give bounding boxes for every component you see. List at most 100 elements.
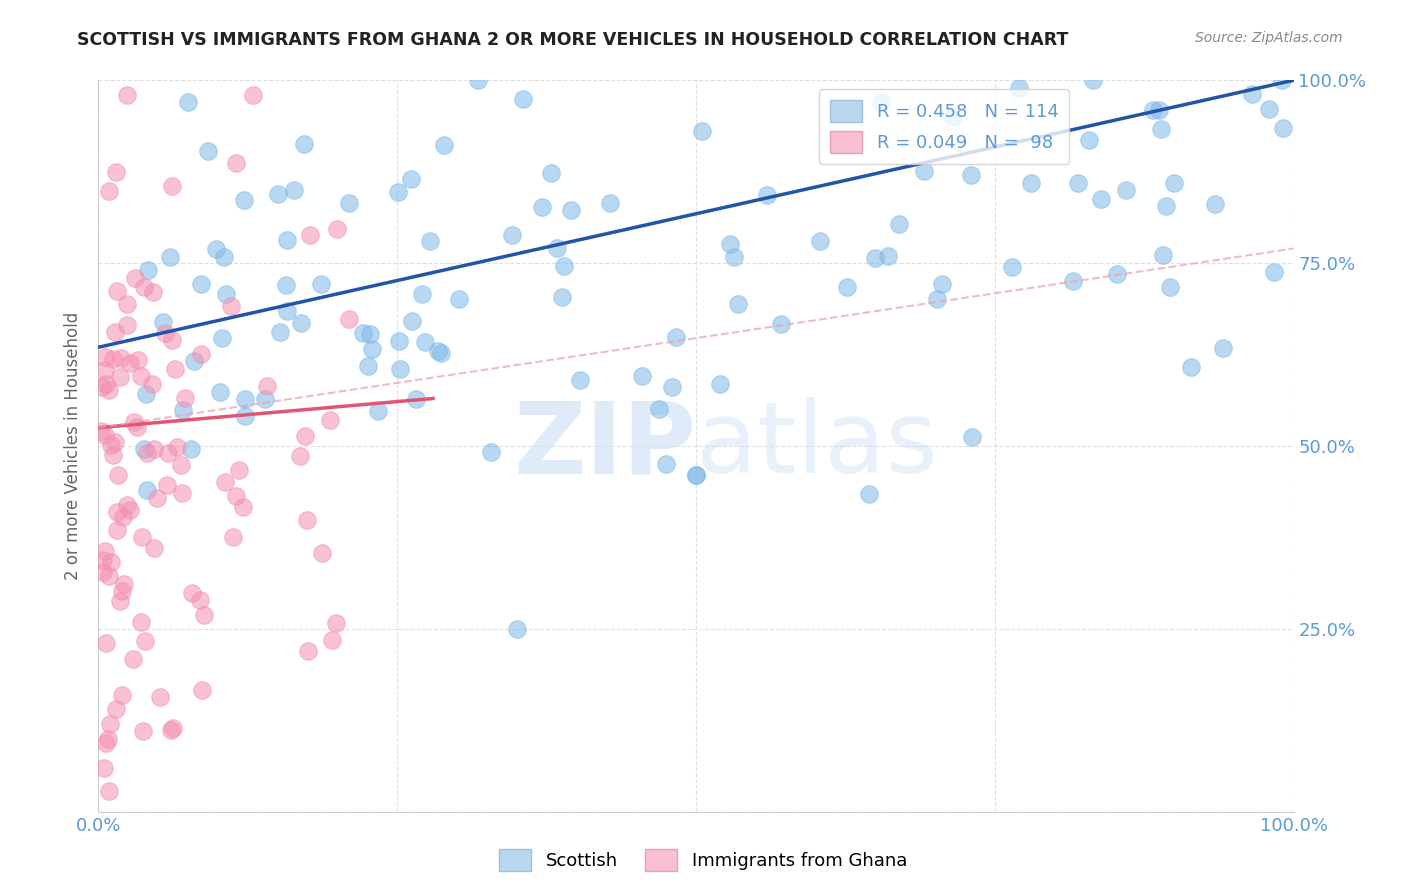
Point xyxy=(190,347,212,361)
Point xyxy=(430,346,453,360)
Point xyxy=(127,420,149,434)
Point xyxy=(129,369,152,384)
Point xyxy=(94,362,117,376)
Point xyxy=(152,315,174,329)
Point xyxy=(142,285,165,299)
Point xyxy=(118,356,141,370)
Point xyxy=(1257,102,1279,116)
Text: atlas: atlas xyxy=(696,398,938,494)
Point xyxy=(1019,176,1042,190)
Point xyxy=(232,500,254,515)
Point xyxy=(560,202,582,217)
Point xyxy=(551,290,574,304)
Point xyxy=(1163,176,1185,190)
Point xyxy=(599,196,621,211)
Point xyxy=(107,468,129,483)
Point xyxy=(93,761,115,775)
Point xyxy=(105,505,128,519)
Point xyxy=(155,326,177,340)
Point xyxy=(685,468,707,483)
Point xyxy=(298,227,321,242)
Point xyxy=(1204,197,1226,211)
Point xyxy=(1159,279,1181,293)
Point xyxy=(648,402,671,417)
Point xyxy=(1180,359,1202,374)
Point xyxy=(233,409,256,424)
Point xyxy=(93,553,115,567)
Point xyxy=(132,280,155,294)
Point xyxy=(105,702,128,716)
Point xyxy=(1271,73,1294,87)
Point xyxy=(110,594,132,608)
Point xyxy=(870,95,893,110)
Point xyxy=(388,334,411,349)
Point xyxy=(1150,121,1173,136)
Point xyxy=(931,277,953,292)
Point xyxy=(166,440,188,454)
Point xyxy=(159,250,181,264)
Point xyxy=(433,138,456,153)
Point xyxy=(162,333,184,347)
Point xyxy=(1241,87,1264,101)
Point xyxy=(97,731,120,746)
Point xyxy=(105,284,128,298)
Point xyxy=(94,736,117,750)
Point xyxy=(174,391,197,405)
Point xyxy=(357,359,380,374)
Point xyxy=(91,380,114,394)
Point xyxy=(215,287,238,301)
Point xyxy=(288,449,311,463)
Point xyxy=(413,334,436,349)
Point xyxy=(960,169,983,183)
Point xyxy=(863,251,886,265)
Point xyxy=(225,155,247,169)
Point xyxy=(143,541,166,555)
Point xyxy=(225,489,247,503)
Point xyxy=(97,184,120,198)
Point xyxy=(325,221,347,235)
Point xyxy=(204,242,226,256)
Point xyxy=(427,343,450,358)
Point xyxy=(1152,248,1174,262)
Legend: R = 0.458   N = 114, R = 0.049   N =  98: R = 0.458 N = 114, R = 0.049 N = 98 xyxy=(818,89,1070,164)
Point xyxy=(115,318,138,333)
Point xyxy=(98,569,121,583)
Point xyxy=(214,251,236,265)
Point xyxy=(110,351,132,365)
Point xyxy=(419,235,441,249)
Point xyxy=(183,354,205,368)
Point xyxy=(127,353,149,368)
Point xyxy=(661,380,683,394)
Point xyxy=(120,502,142,516)
Point xyxy=(91,565,114,579)
Point xyxy=(401,172,423,186)
Point xyxy=(756,187,779,202)
Point xyxy=(411,287,433,301)
Point xyxy=(132,724,155,739)
Point xyxy=(104,434,127,449)
Point xyxy=(1263,265,1285,279)
Point xyxy=(96,636,118,650)
Point xyxy=(1077,133,1099,147)
Point xyxy=(690,124,713,138)
Point xyxy=(1090,192,1112,206)
Point xyxy=(1008,81,1031,95)
Text: SCOTTISH VS IMMIGRANTS FROM GHANA 2 OR MORE VEHICLES IN HOUSEHOLD CORRELATION CH: SCOTTISH VS IMMIGRANTS FROM GHANA 2 OR M… xyxy=(77,31,1069,49)
Point xyxy=(1081,73,1104,87)
Point xyxy=(211,331,233,345)
Point xyxy=(233,392,256,406)
Point xyxy=(276,304,298,318)
Point xyxy=(297,644,319,658)
Point xyxy=(105,524,128,538)
Point xyxy=(546,241,568,255)
Point xyxy=(117,87,139,102)
Point xyxy=(156,478,179,492)
Point xyxy=(134,442,156,457)
Point xyxy=(93,428,115,442)
Point xyxy=(180,586,202,600)
Point xyxy=(135,445,157,459)
Text: ZIP: ZIP xyxy=(513,398,696,494)
Point xyxy=(104,325,127,339)
Point xyxy=(359,326,381,341)
Point xyxy=(97,383,120,397)
